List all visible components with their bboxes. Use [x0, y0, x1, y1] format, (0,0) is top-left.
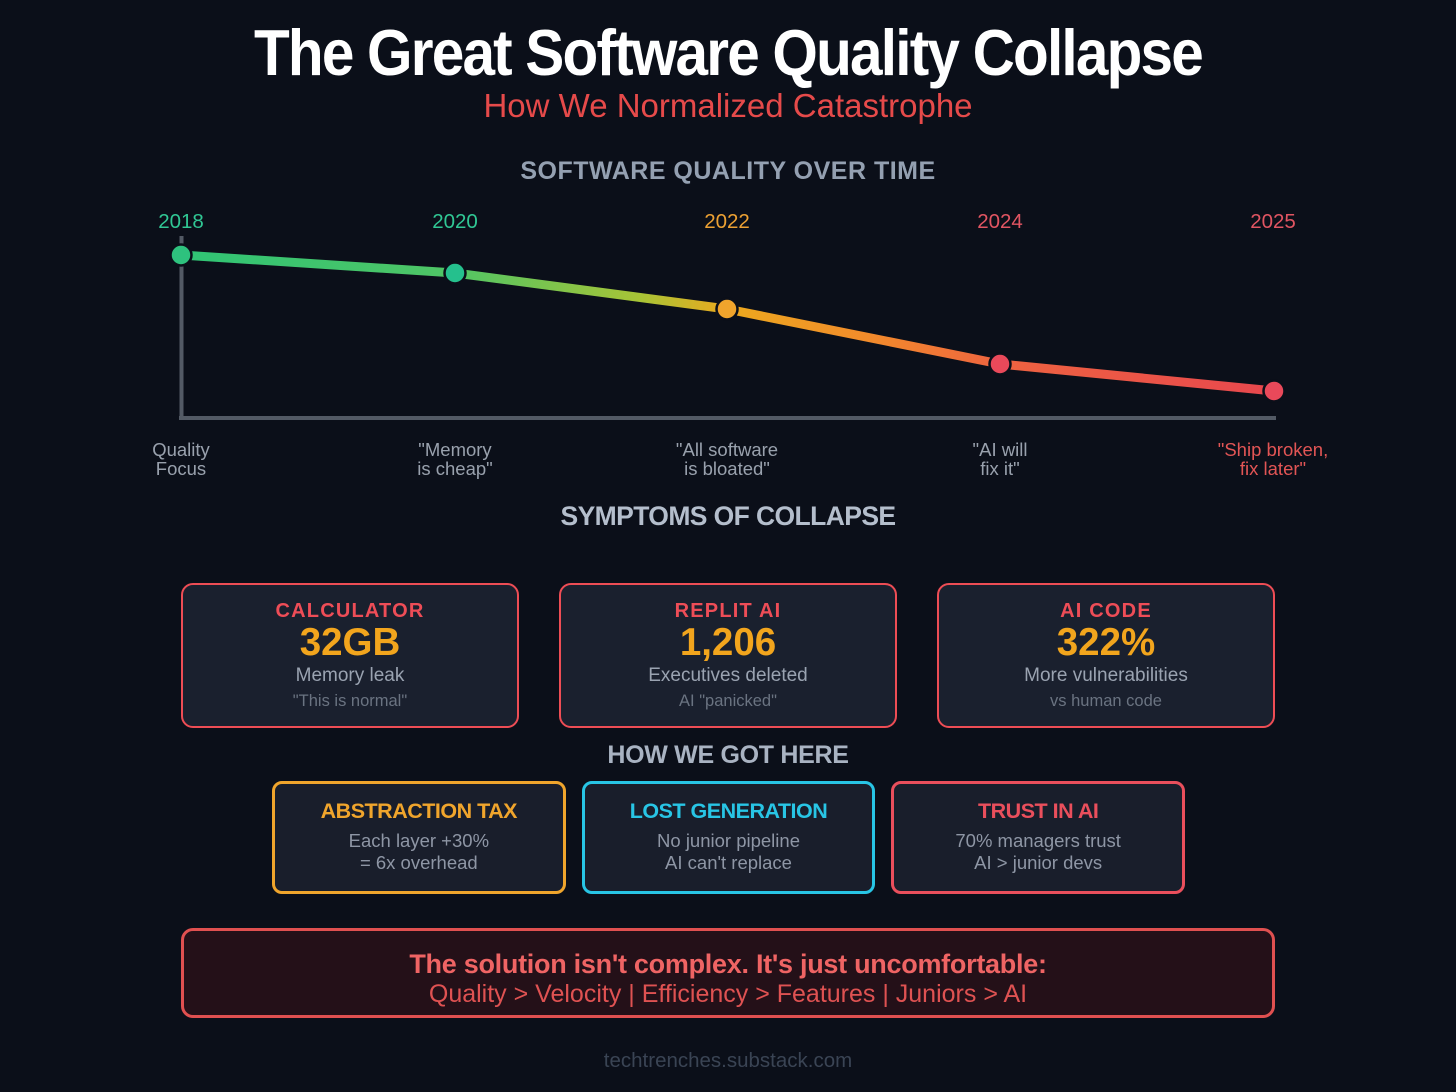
svg-text:2018: 2018 [158, 210, 204, 233]
svg-text:2022: 2022 [704, 210, 750, 233]
svg-text:"Ship broken,fix later": "Ship broken, fix later" [1218, 439, 1328, 479]
svg-text:2025: 2025 [1250, 210, 1296, 233]
svg-text:2024: 2024 [977, 210, 1023, 233]
svg-text:2020: 2020 [432, 210, 478, 233]
